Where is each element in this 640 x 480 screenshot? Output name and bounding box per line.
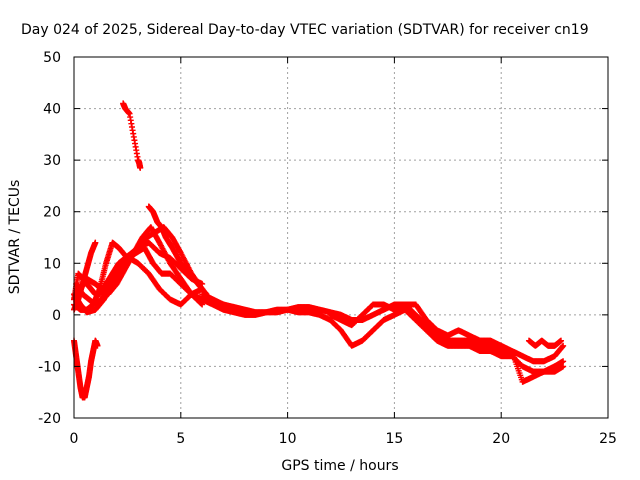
y-tick-label: -10 <box>38 359 61 375</box>
y-tick-label: 20 <box>43 205 61 221</box>
x-tick-label: 5 <box>176 431 185 447</box>
data-point <box>137 164 144 171</box>
data-point <box>94 342 101 349</box>
y-tick-label: -20 <box>38 411 61 427</box>
series-K <box>199 296 567 375</box>
series-H <box>71 337 101 401</box>
y-tick-label: 30 <box>43 153 61 169</box>
data-point <box>92 239 99 246</box>
x-tick-label: 15 <box>385 431 403 447</box>
x-tick-label: 25 <box>599 431 617 447</box>
data-point <box>560 363 567 370</box>
y-tick-label: 0 <box>52 308 61 324</box>
x-tick-label: 0 <box>70 431 79 447</box>
data-points <box>71 100 567 401</box>
series-G <box>145 203 210 298</box>
y-tick-label: 10 <box>43 256 61 272</box>
y-tick-labels: -20 -10 0 10 20 30 40 50 <box>38 50 61 427</box>
data-point <box>199 301 206 308</box>
x-tick-label: 20 <box>492 431 510 447</box>
x-tick-label: 10 <box>279 431 297 447</box>
chart-title: Day 024 of 2025, Sidereal Day-to-day VTE… <box>21 22 589 38</box>
x-axis-label: GPS time / hours <box>281 458 398 474</box>
data-point <box>560 358 567 365</box>
axis-ticks <box>73 56 609 419</box>
y-tick-label: 40 <box>43 102 61 118</box>
x-tick-labels: 0 5 10 15 20 25 <box>70 431 617 447</box>
data-point <box>560 342 567 349</box>
series-M <box>525 337 565 349</box>
data-point <box>558 337 565 344</box>
plot-frame <box>73 56 609 419</box>
series-L <box>327 301 567 385</box>
series-I <box>120 100 144 171</box>
y-axis-label: SDTVAR / TECUs <box>7 180 23 295</box>
y-tick-label: 50 <box>43 50 61 66</box>
